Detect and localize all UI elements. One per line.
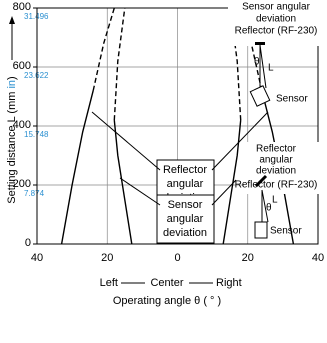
- annotations: Reflector angular deviation Sensor angul…: [91, 2, 324, 244]
- annotation: deviation: [256, 14, 296, 25]
- curve: [113, 120, 133, 245]
- annotation: deviation: [163, 227, 207, 239]
- y-axis-label: Setting distance L (mm in): [6, 76, 18, 203]
- y-tick-label: 800: [13, 1, 31, 13]
- annotation: L: [268, 63, 274, 74]
- x-tick-label: 20: [242, 252, 254, 264]
- annotation: Sensor: [276, 94, 308, 105]
- y-label-unit: in: [6, 80, 18, 89]
- annotation: Reflector (RF-230): [235, 180, 318, 191]
- plot-frame: [36, 7, 319, 245]
- annotation: Sensor: [270, 226, 302, 237]
- reflector-icon: [255, 42, 265, 45]
- annotation: Sensor angular: [242, 2, 310, 13]
- arrow: [211, 179, 237, 206]
- y-tick-label: 400: [13, 119, 31, 131]
- annotation: angular: [167, 213, 204, 225]
- curve: [222, 120, 242, 245]
- y-label-part: Setting distance L (mm: [6, 89, 18, 204]
- y-tick-label: 0: [25, 237, 31, 249]
- x-label-part: Right: [216, 277, 242, 289]
- y-axis-arrowhead: [9, 16, 15, 24]
- annotation: Sensor: [168, 199, 203, 211]
- annotation: θ: [266, 203, 272, 214]
- annotation: θ: [254, 57, 260, 68]
- x-tick-label: 0: [174, 252, 180, 264]
- sensor-icon: [254, 221, 268, 239]
- y-tick-label: 600: [13, 60, 31, 72]
- x-label-part: Left: [100, 277, 118, 289]
- curve: [229, 7, 242, 121]
- icon-line: [261, 189, 269, 223]
- x-tick-label: 40: [312, 252, 324, 264]
- icon-line: [259, 44, 267, 89]
- annotation: L: [272, 195, 278, 206]
- y-tick-label-in: 7.874: [24, 189, 45, 198]
- reflector-icon: [254, 174, 268, 188]
- x-tick-label: 40: [31, 252, 43, 264]
- x-axis-label: Operating angle θ ( ° ): [113, 295, 221, 307]
- annotation: Reflector (RF-230): [235, 26, 318, 37]
- label-bg: [228, 2, 324, 46]
- annotation: Reflector: [256, 144, 297, 155]
- y-label-part: ): [6, 76, 18, 80]
- curve: [92, 7, 115, 91]
- sensor-box: [156, 194, 215, 244]
- arrow: [119, 177, 161, 206]
- sensor-icon: [249, 85, 271, 107]
- annotation: Reflector: [163, 164, 207, 176]
- annotation: angular: [259, 155, 293, 166]
- arrow: [211, 111, 269, 171]
- x-tick-label: 20: [101, 252, 113, 264]
- curve: [60, 90, 94, 245]
- arrow: [91, 111, 161, 171]
- curve: [113, 7, 126, 121]
- x-label-part: Center: [150, 277, 183, 289]
- annotation: deviation: [256, 166, 296, 177]
- arrows: [91, 111, 269, 206]
- annotation: angular: [167, 178, 204, 190]
- y-tick-label: 200: [13, 178, 31, 190]
